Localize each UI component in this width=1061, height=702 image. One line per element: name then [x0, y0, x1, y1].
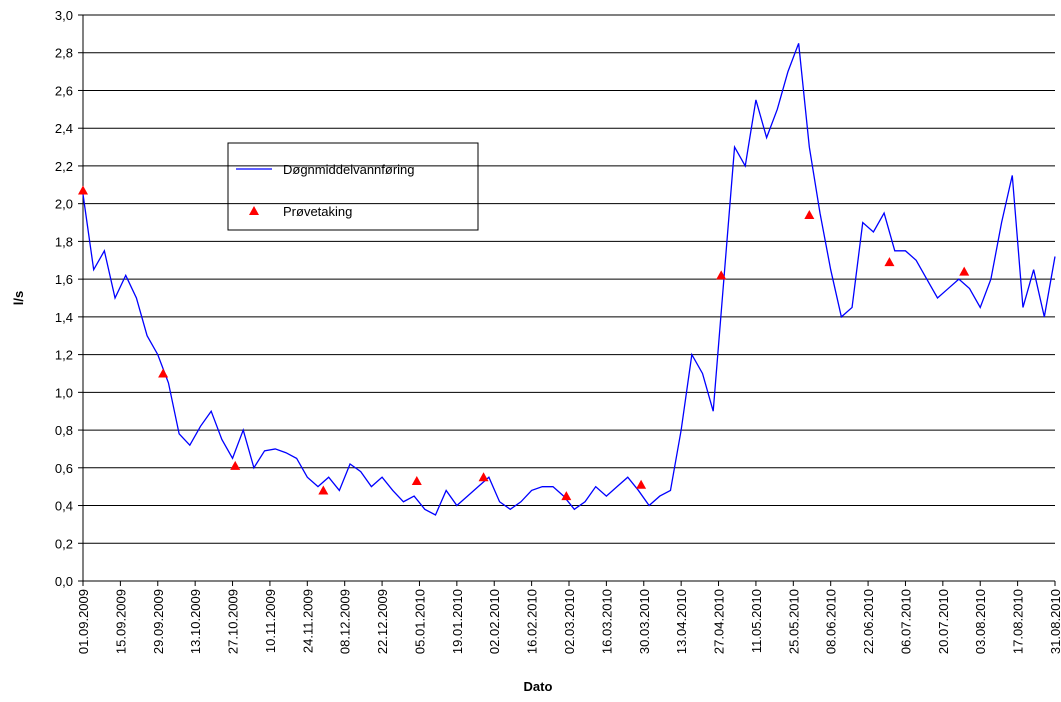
legend-marker: [249, 206, 259, 215]
y-tick-label: 0,4: [55, 499, 73, 514]
y-tick-label: 0,6: [55, 461, 73, 476]
x-tick-label: 19.01.2010: [450, 589, 465, 654]
x-tick-label: 27.04.2010: [712, 589, 727, 654]
y-tick-label: 2,4: [55, 121, 73, 136]
x-tick-label: 20.07.2010: [936, 589, 951, 654]
x-tick-label: 08.12.2009: [338, 589, 353, 654]
y-tick-label: 1,2: [55, 348, 73, 363]
x-tick-label: 25.05.2010: [786, 589, 801, 654]
sample-marker: [230, 460, 241, 470]
sample-marker: [318, 485, 329, 495]
x-tick-label: 13.10.2009: [188, 589, 203, 654]
x-tick-label: 03.08.2010: [973, 589, 988, 654]
sample-marker: [804, 209, 815, 219]
x-tick-label: 11.05.2010: [749, 589, 764, 653]
y-tick-label: 1,4: [55, 310, 73, 325]
x-tick-label: 27.10.2009: [226, 589, 241, 654]
y-tick-label: 3,0: [55, 8, 73, 23]
y-axis-title: l/s: [11, 291, 26, 305]
y-tick-label: 2,8: [55, 46, 73, 61]
x-tick-label: 08.06.2010: [824, 589, 839, 654]
x-tick-label: 16.03.2010: [599, 589, 614, 654]
x-tick-label: 30.03.2010: [637, 589, 652, 654]
x-tick-label: 06.07.2010: [898, 589, 913, 654]
y-tick-label: 1,0: [55, 385, 73, 400]
y-tick-label: 1,6: [55, 272, 73, 287]
x-tick-label: 16.02.2010: [525, 589, 540, 654]
x-tick-label: 17.08.2010: [1011, 589, 1026, 654]
x-tick-label: 13.04.2010: [674, 589, 689, 654]
x-tick-label: 29.09.2009: [151, 589, 166, 654]
x-tick-label: 31.08.2010: [1048, 589, 1061, 654]
x-tick-label: 02.03.2010: [562, 589, 577, 654]
y-tick-label: 1,8: [55, 234, 73, 249]
x-tick-label: 02.02.2010: [487, 589, 502, 654]
x-axis-title: Dato: [524, 679, 553, 694]
x-tick-label: 22.06.2010: [861, 589, 876, 654]
y-tick-label: 2,2: [55, 159, 73, 174]
sample-marker: [411, 476, 422, 486]
sample-marker: [158, 368, 169, 378]
sample-marker: [78, 185, 88, 195]
sample-marker: [716, 270, 727, 280]
x-tick-label: 22.12.2009: [375, 589, 390, 654]
x-tick-label: 05.01.2010: [412, 589, 427, 654]
x-tick-label: 10.11.2009: [263, 589, 278, 653]
data-line: [82, 43, 1056, 516]
legend-box: [227, 142, 479, 231]
sample-marker: [561, 491, 572, 501]
x-tick-label: 01.09.2009: [76, 589, 91, 654]
sample-marker: [884, 257, 895, 267]
x-tick-label: 15.09.2009: [113, 589, 128, 654]
y-tick-label: 2,6: [55, 83, 73, 98]
x-tick-label: 24.11.2009: [300, 589, 315, 653]
legend-label: Prøvetaking: [283, 204, 352, 219]
y-tick-label: 0,0: [55, 574, 73, 589]
sample-marker: [636, 479, 647, 489]
y-tick-label: 2,0: [55, 197, 73, 212]
sample-marker: [959, 266, 970, 276]
legend-label: Døgnmiddelvannføring: [283, 162, 415, 177]
sample-marker: [478, 472, 489, 482]
y-tick-label: 0,8: [55, 423, 73, 438]
y-tick-label: 0,2: [55, 536, 73, 551]
